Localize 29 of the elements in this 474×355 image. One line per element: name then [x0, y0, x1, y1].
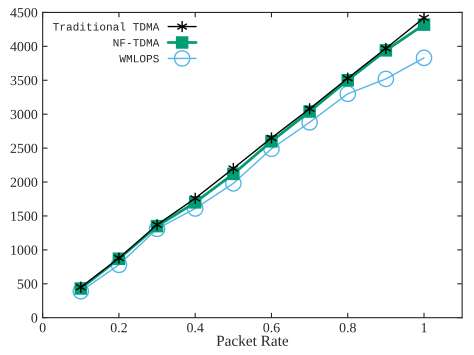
x-tick-label: 0.8	[340, 322, 356, 332]
y-tick-label: 3500	[10, 76, 38, 86]
y-tick-label: 2500	[10, 144, 38, 154]
x-axis-title: Packet Rate	[216, 335, 288, 346]
legend-label: Traditional TDMA	[53, 22, 160, 31]
legend-label: NF-TDMA	[114, 39, 160, 46]
x-tick-label: 0.4	[187, 322, 204, 332]
x-tick-label: 1	[422, 323, 427, 332]
legend-label: WMLOPS	[119, 54, 159, 62]
point	[228, 162, 239, 175]
point	[190, 192, 201, 205]
x-tick-label: 0.2	[110, 322, 127, 332]
x-tick-label: 0	[40, 322, 46, 332]
y-tick-label: 2000	[10, 178, 38, 187]
point	[304, 102, 316, 116]
point	[342, 72, 354, 84]
point	[378, 70, 394, 88]
point	[266, 132, 277, 144]
y-tick-label: 4000	[10, 42, 38, 52]
y-tick-label: 3000	[10, 110, 38, 120]
point	[339, 86, 356, 102]
y-tick-label: 1500	[11, 212, 38, 221]
y-tick-label: 4500	[10, 8, 38, 18]
y-tick-label: 500	[18, 279, 38, 289]
point	[418, 12, 430, 24]
y-tick-label: 1000	[11, 245, 38, 255]
x-tick-label: 0.6	[263, 322, 280, 332]
point	[416, 50, 432, 66]
y-tick-label: 0	[31, 313, 38, 323]
